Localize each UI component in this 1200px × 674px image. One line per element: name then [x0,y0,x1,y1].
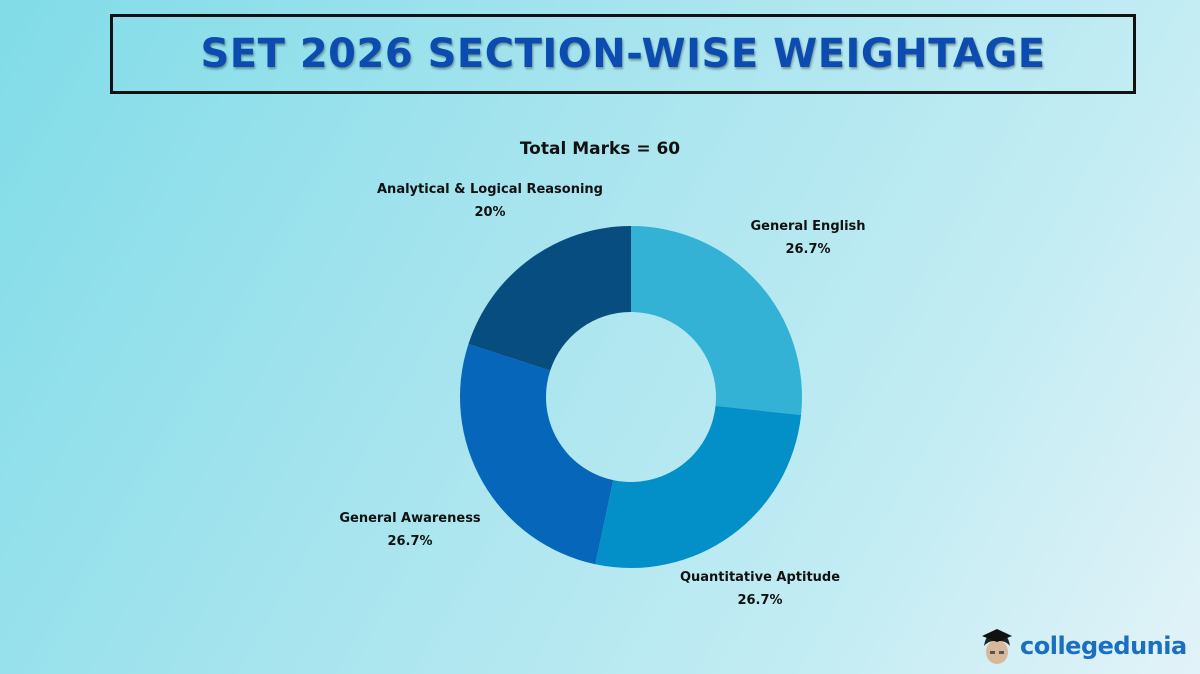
slice-general-english [631,226,803,415]
label-value: 26.7% [387,534,433,549]
slice-general-awareness [460,343,614,565]
label-value: 26.7% [785,242,831,257]
slice-quantitative-aptitude [595,405,802,568]
chart-subtitle: Total Marks = 60 [519,139,681,159]
donut-slices [460,226,803,568]
label-quantitative-aptitude: Quantitative Aptitude 26.7% [660,566,860,612]
label-name: Analytical & Logical Reasoning [377,182,603,197]
logo-text: collegedunia [1020,632,1187,660]
slice-analytical-logical-reasoning [468,226,631,371]
label-general-english: General English 26.7% [718,215,898,261]
collegedunia-logo: collegedunia [980,626,1187,666]
student-mascot-icon [982,629,1012,664]
label-value: 26.7% [737,593,783,608]
page-title: SET 2026 SECTION-WISE WEIGHTAGE [200,31,1046,77]
label-general-awareness: General Awareness 26.7% [310,507,510,553]
label-name: General English [750,219,866,234]
label-value: 20% [474,205,506,220]
label-name: Quantitative Aptitude [679,570,841,585]
label-analytical-reasoning: Analytical & Logical Reasoning 20% [340,178,640,224]
title-banner: SET 2026 SECTION-WISE WEIGHTAGE [110,14,1136,94]
label-name: General Awareness [339,511,481,526]
